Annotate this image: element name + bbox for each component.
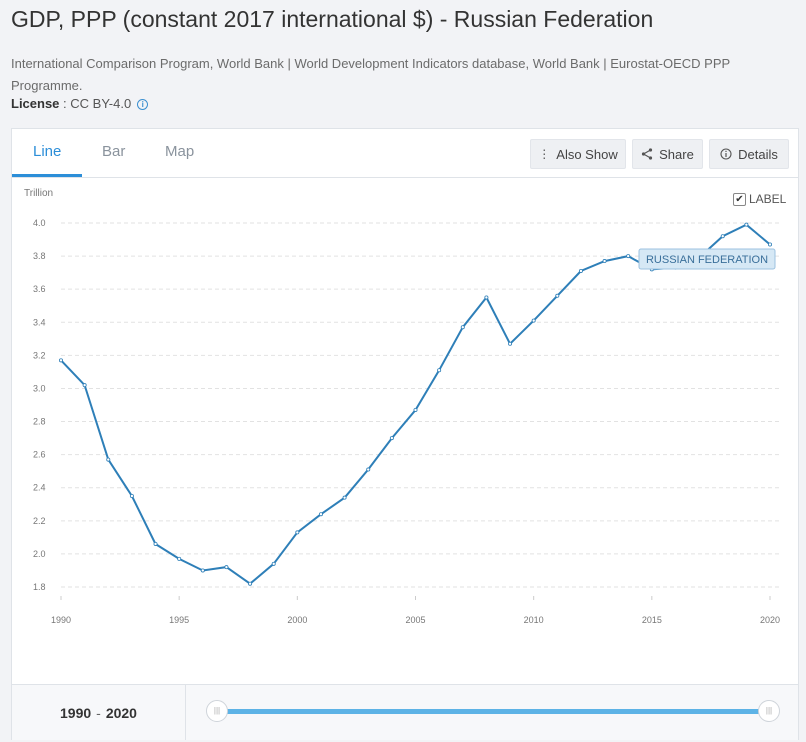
range-slider-end-handle[interactable]: ||| [758, 700, 780, 722]
more-vertical-icon: ⋮ [538, 147, 551, 161]
series-line-russian-federation [60, 223, 771, 585]
details-button[interactable]: Details [709, 139, 789, 169]
range-slider-track[interactable] [217, 709, 772, 714]
y-tick-label: 2.0 [33, 549, 46, 559]
license-value: : CC BY-4.0 [59, 96, 132, 111]
data-point[interactable] [248, 581, 253, 586]
tab-line[interactable]: Line [33, 143, 62, 160]
license: License : CC BY-4.0 i [11, 96, 149, 111]
data-point[interactable] [508, 341, 513, 346]
year-range: 1990 - 2020 [12, 685, 186, 740]
data-point[interactable] [59, 358, 64, 363]
y-axis-label: Trillion [24, 188, 53, 199]
y-tick-label: 2.6 [33, 450, 46, 460]
x-tick-label: 1995 [169, 615, 189, 625]
data-point[interactable] [295, 530, 300, 535]
data-point[interactable] [271, 561, 276, 566]
data-point[interactable] [153, 541, 158, 546]
series-label-box [638, 248, 776, 270]
x-axis-ticks: 1990 1995 2000 2005 2010 2015 2020 [51, 596, 780, 625]
data-point[interactable] [602, 259, 607, 264]
y-tick-label: 3.8 [33, 251, 46, 261]
data-point[interactable] [200, 568, 205, 573]
y-tick-label: 2.4 [33, 483, 46, 493]
details-label: Details [738, 146, 778, 162]
y-tick-label: 1.8 [33, 582, 46, 592]
y-axis-ticks: 1.8 2.0 2.2 2.4 2.6 2.8 3.0 3.2 3.4 3.6 3.8 4.0 [33, 218, 46, 592]
range-slider-start-handle[interactable]: ||| [206, 700, 228, 722]
range-start: 1990 [60, 704, 92, 721]
y-tick-label: 3.4 [33, 317, 46, 327]
series-points [59, 222, 773, 586]
x-tick-label: 2010 [524, 615, 544, 625]
label-checkbox[interactable]: ✔ [733, 193, 746, 206]
data-point[interactable] [531, 318, 536, 323]
data-point[interactable] [744, 222, 749, 227]
data-point[interactable] [106, 457, 111, 462]
x-tick-label: 2020 [760, 615, 780, 625]
source-text: International Comparison Program, World … [11, 56, 730, 93]
label-toggle-text: LABEL [749, 192, 787, 206]
gridlines [61, 222, 780, 588]
tab-map[interactable]: Map [165, 143, 195, 160]
data-point[interactable] [578, 268, 583, 273]
tab-bar: Line Bar Map ⋮ Also Show Share Details [12, 129, 798, 178]
data-point[interactable] [720, 234, 725, 239]
y-tick-label: 3.2 [33, 350, 46, 360]
y-tick-label: 4.0 [33, 218, 46, 228]
also-show-button[interactable]: ⋮ Also Show [530, 139, 626, 169]
y-tick-label: 2.2 [33, 516, 46, 526]
x-tick-label: 1990 [51, 615, 71, 625]
data-point[interactable] [460, 325, 465, 330]
series-label: RUSSIAN FEDERATION [638, 248, 776, 270]
data-point[interactable] [366, 467, 371, 472]
active-tab-indicator [12, 174, 82, 177]
license-label: License [11, 96, 60, 111]
share-button[interactable]: Share [632, 139, 703, 169]
line-chart: Trillion 1.8 2.0 2.2 2.4 2.6 2.8 3.0 3.2 3.4 3.6 3… [24, 188, 780, 625]
data-point[interactable] [626, 254, 631, 259]
data-point[interactable] [342, 495, 347, 500]
info-circle-icon [720, 148, 732, 160]
data-point[interactable] [129, 493, 134, 498]
range-separator: - [96, 704, 101, 721]
share-label: Share [659, 146, 694, 162]
page-title: GDP, PPP (constant 2017 international $)… [11, 6, 654, 32]
data-point[interactable] [318, 512, 323, 517]
data-point[interactable] [177, 556, 182, 561]
data-point[interactable] [82, 383, 87, 388]
y-tick-label: 3.0 [33, 383, 46, 393]
tab-bar-chart[interactable]: Bar [102, 143, 126, 160]
share-icon [642, 148, 653, 160]
range-end: 2020 [105, 704, 137, 721]
y-tick-label: 3.6 [33, 284, 46, 294]
info-icon[interactable]: i [137, 99, 149, 110]
y-tick-label: 2.8 [33, 417, 46, 427]
series-label-text: RUSSIAN FEDERATION [646, 254, 768, 266]
data-point[interactable] [437, 368, 442, 373]
x-tick-label: 2015 [642, 615, 662, 625]
chart-card: Line Bar Map ⋮ Also Show Share Details T… [11, 128, 799, 740]
data-point[interactable] [389, 436, 394, 441]
x-tick-label: 2005 [405, 615, 425, 625]
data-point[interactable] [555, 293, 560, 298]
also-show-label: Also Show [556, 146, 618, 162]
data-point[interactable] [413, 407, 418, 412]
x-tick-label: 2000 [287, 615, 307, 625]
data-point[interactable] [484, 295, 489, 300]
data-point[interactable] [768, 242, 773, 247]
range-footer: 1990 - 2020 ||| ||| [12, 684, 798, 740]
data-point[interactable] [224, 565, 229, 570]
